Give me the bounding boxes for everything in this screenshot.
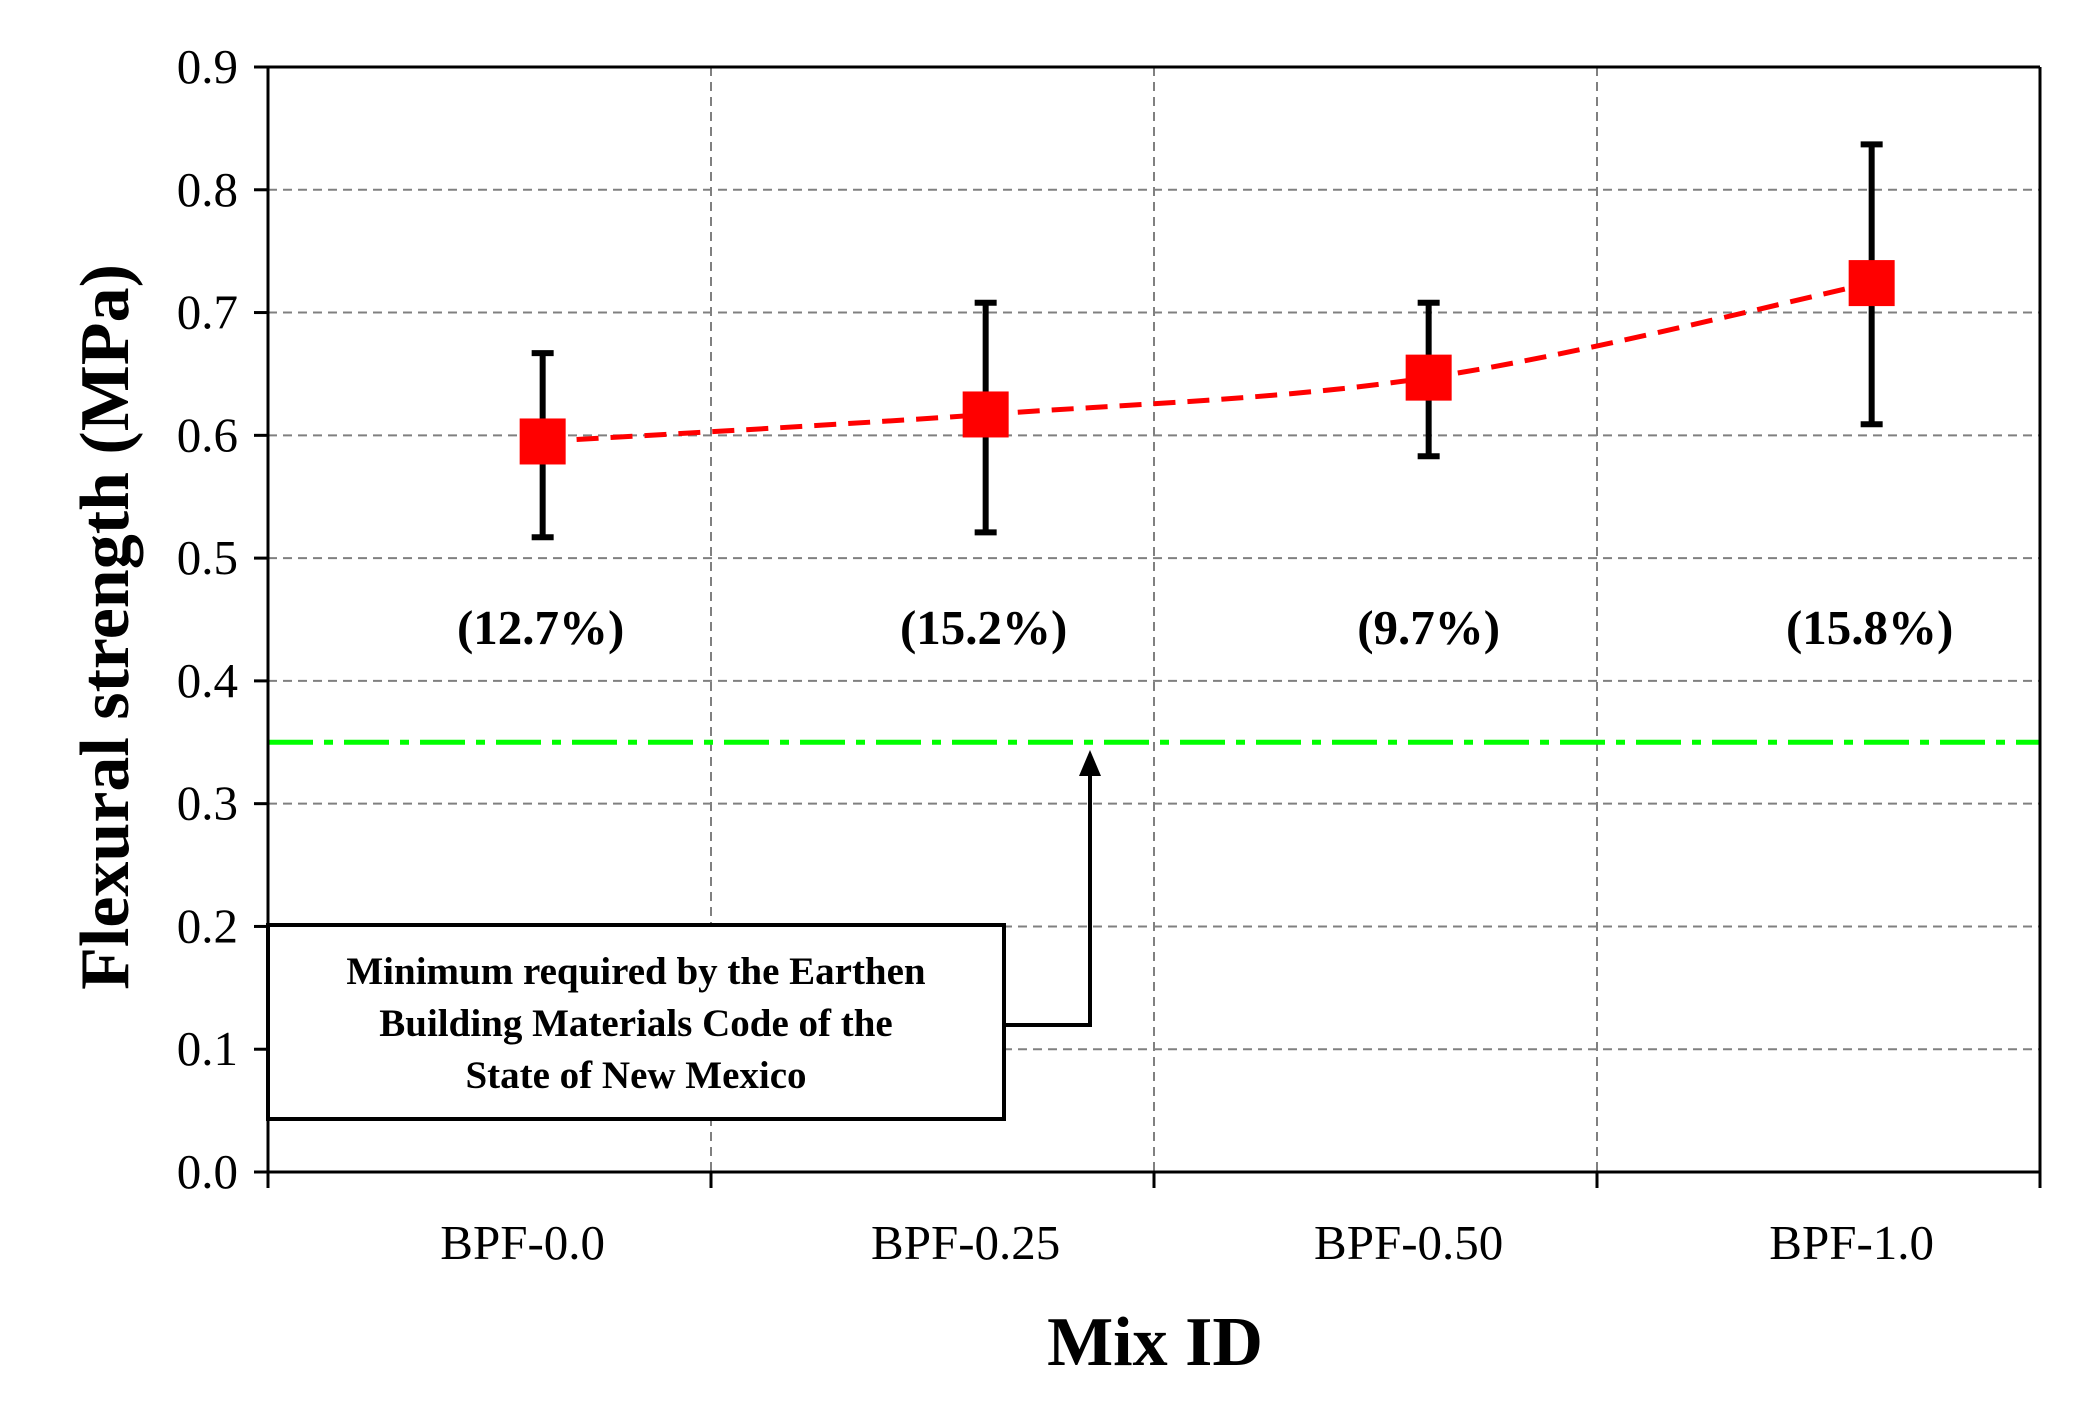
y-tick-label: 0.9 [177,39,238,94]
annotation-frame [266,923,1006,1121]
annotation-line-3: State of New Mexico [465,1054,806,1097]
cov-label: (12.7%) [457,600,624,655]
annotation-line-1: Minimum required by the Earthen [346,950,926,993]
data-point [1405,354,1452,401]
y-tick-label: 0.2 [177,898,238,953]
data-point [519,418,566,465]
y-tick-label: 0.4 [177,653,238,708]
x-axis-title: Mix ID [1047,1304,1263,1381]
cov-label: (15.8%) [1786,600,1953,655]
annotation-line-2: Building Materials Code of the [379,1002,893,1045]
data-markers [519,260,1895,465]
cov-label: (15.2%) [900,600,1067,655]
x-tick-label: BPF-0.50 [1314,1215,1503,1270]
y-tick-label: 0.6 [177,407,238,462]
y-tick-label: 0.5 [177,530,238,585]
data-point [962,391,1009,438]
data-point [1848,260,1895,307]
x-tick-label: BPF-0.25 [871,1215,1060,1270]
annotation-arrow-line [1004,770,1092,1027]
y-tick-label: 0.3 [177,776,238,831]
y-axis-title: Flexural strength (MPa) [67,264,144,990]
x-tick-label: BPF-0.0 [440,1215,605,1270]
y-ticks: 0.0 0.1 0.2 0.3 0.4 0.5 0.6 0.7 0.8 0.9 [177,39,268,1199]
x-ticks: BPF-0.0 BPF-0.25 BPF-0.50 BPF-1.0 [266,1172,2042,1270]
annotation-arrow-head [1079,750,1101,776]
y-tick-label: 0.1 [177,1021,238,1076]
cov-labels: (12.7%) (15.2%) (9.7%) (15.8%) [457,600,1953,655]
y-tick-label: 0.7 [177,285,238,340]
annotation-box: Minimum required by the Earthen Building… [266,750,1101,1121]
y-tick-label: 0.0 [177,1144,238,1199]
trend-line [542,280,1873,444]
x-tick-label: BPF-1.0 [1769,1215,1934,1270]
y-tick-label: 0.8 [177,162,238,217]
cov-label: (9.7%) [1357,600,1500,655]
